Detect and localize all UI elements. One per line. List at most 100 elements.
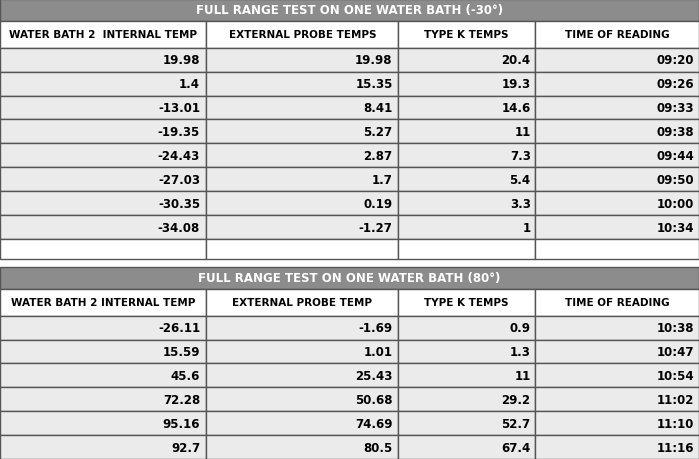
Bar (0, 387, 206, 411)
Bar (206, 22, 398, 49)
Text: 19.3: 19.3 (501, 78, 531, 91)
Bar (0, 216, 206, 240)
Bar (535, 49, 699, 73)
Bar (0, 49, 206, 73)
Bar (206, 168, 398, 192)
Text: 09:38: 09:38 (656, 126, 694, 139)
Bar (398, 216, 535, 240)
Text: 09:20: 09:20 (656, 54, 694, 67)
Bar (0, 435, 206, 459)
Text: 19.98: 19.98 (355, 54, 393, 67)
Bar (398, 49, 535, 73)
Bar (535, 168, 699, 192)
Bar (535, 364, 699, 387)
Text: 10:47: 10:47 (656, 345, 694, 358)
Text: 80.5: 80.5 (363, 441, 393, 453)
Bar (535, 216, 699, 240)
Bar (206, 289, 398, 316)
Text: 15.59: 15.59 (163, 345, 200, 358)
Bar (206, 216, 398, 240)
Text: 11:10: 11:10 (656, 417, 694, 430)
Text: EXTERNAL PROBE TEMP: EXTERNAL PROBE TEMP (232, 297, 373, 308)
Text: 8.41: 8.41 (363, 102, 393, 115)
Text: -30.35: -30.35 (158, 197, 200, 210)
Text: WATER BATH 2 INTERNAL TEMP: WATER BATH 2 INTERNAL TEMP (11, 297, 195, 308)
Bar (206, 192, 398, 216)
Bar (206, 49, 398, 73)
Bar (206, 340, 398, 364)
Bar (0, 240, 206, 259)
Bar (535, 240, 699, 259)
Bar (398, 22, 535, 49)
Bar (0, 0, 699, 22)
Bar (206, 316, 398, 340)
Text: TYPE K TEMPS: TYPE K TEMPS (424, 297, 509, 308)
Text: TIME OF READING: TIME OF READING (565, 30, 669, 40)
Bar (535, 22, 699, 49)
Bar (0, 316, 206, 340)
Text: 1: 1 (523, 221, 531, 234)
Text: 14.6: 14.6 (501, 102, 531, 115)
Bar (535, 73, 699, 96)
Text: -26.11: -26.11 (158, 321, 200, 334)
Bar (206, 240, 398, 259)
Text: 25.43: 25.43 (355, 369, 393, 382)
Bar (535, 120, 699, 144)
Bar (398, 73, 535, 96)
Text: 67.4: 67.4 (501, 441, 531, 453)
Text: 10:38: 10:38 (656, 321, 694, 334)
Text: 95.16: 95.16 (163, 417, 200, 430)
Bar (535, 435, 699, 459)
Text: 2.87: 2.87 (363, 150, 393, 162)
Text: 45.6: 45.6 (171, 369, 200, 382)
Text: 72.28: 72.28 (163, 393, 200, 406)
Text: 3.3: 3.3 (510, 197, 531, 210)
Bar (0, 289, 206, 316)
Bar (0, 144, 206, 168)
Text: 1.7: 1.7 (372, 174, 393, 186)
Text: 1.01: 1.01 (363, 345, 393, 358)
Bar (535, 387, 699, 411)
Bar (206, 387, 398, 411)
Bar (535, 411, 699, 435)
Text: 10:34: 10:34 (656, 221, 694, 234)
Bar (0, 364, 206, 387)
Bar (398, 96, 535, 120)
Text: -34.08: -34.08 (158, 221, 200, 234)
Bar (398, 387, 535, 411)
Text: 10:54: 10:54 (656, 369, 694, 382)
Bar (206, 73, 398, 96)
Bar (535, 96, 699, 120)
Bar (206, 144, 398, 168)
Text: 09:44: 09:44 (656, 150, 694, 162)
Bar (398, 411, 535, 435)
Text: 52.7: 52.7 (501, 417, 531, 430)
Bar (535, 192, 699, 216)
Text: -19.35: -19.35 (158, 126, 200, 139)
Bar (398, 340, 535, 364)
Bar (398, 120, 535, 144)
Bar (206, 435, 398, 459)
Bar (535, 144, 699, 168)
Text: 11:02: 11:02 (656, 393, 694, 406)
Bar (398, 316, 535, 340)
Text: FULL RANGE TEST ON ONE WATER BATH (-30°): FULL RANGE TEST ON ONE WATER BATH (-30°) (196, 5, 503, 17)
Bar (398, 240, 535, 259)
Bar (206, 364, 398, 387)
Text: 09:26: 09:26 (656, 78, 694, 91)
Bar (0, 168, 206, 192)
Bar (0, 120, 206, 144)
Bar (0, 340, 206, 364)
Bar (0, 267, 699, 289)
Bar (206, 411, 398, 435)
Text: 5.27: 5.27 (363, 126, 393, 139)
Bar (535, 316, 699, 340)
Text: 20.4: 20.4 (501, 54, 531, 67)
Text: 92.7: 92.7 (171, 441, 200, 453)
Text: 1.3: 1.3 (510, 345, 531, 358)
Text: 10:00: 10:00 (656, 197, 694, 210)
Bar (398, 144, 535, 168)
Text: -1.27: -1.27 (359, 221, 393, 234)
Text: 0.19: 0.19 (363, 197, 393, 210)
Text: 19.98: 19.98 (163, 54, 200, 67)
